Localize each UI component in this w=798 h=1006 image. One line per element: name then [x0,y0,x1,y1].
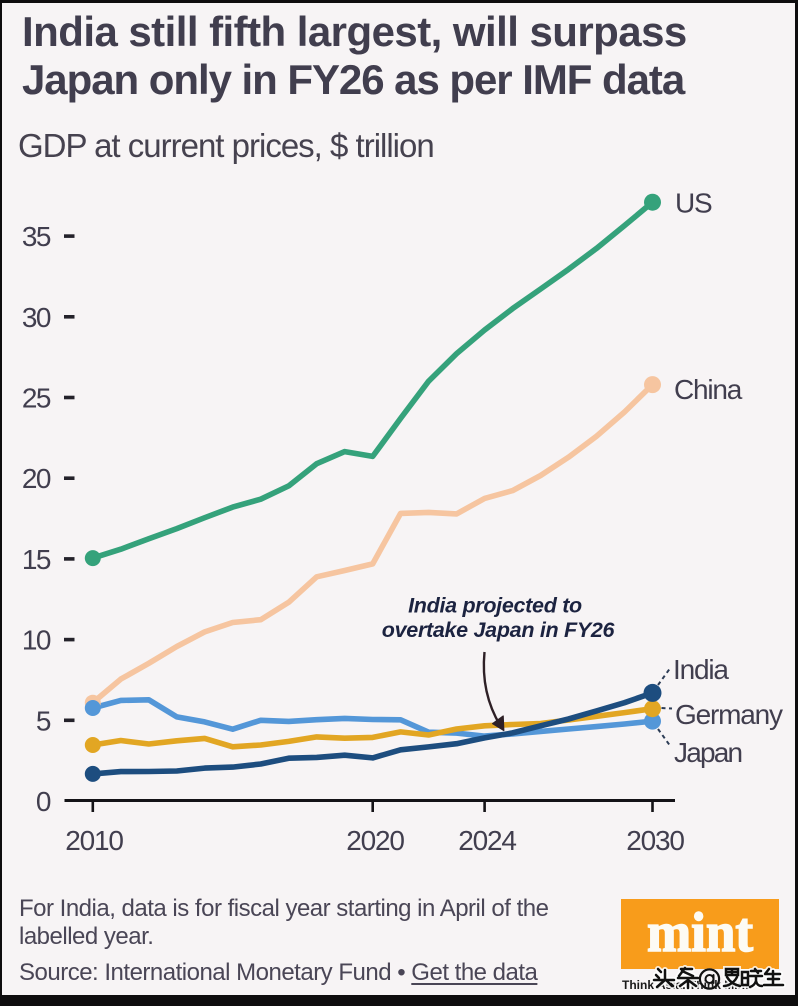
svg-text:2024: 2024 [458,825,516,856]
svg-text:0: 0 [36,786,51,817]
svg-text:overtake Japan in FY26: overtake Japan in FY26 [382,618,616,642]
svg-text:2010: 2010 [65,825,123,856]
svg-text:Germany: Germany [675,699,783,730]
svg-text:US: US [675,188,712,219]
svg-text:35: 35 [22,221,51,252]
svg-text:5: 5 [36,705,51,736]
svg-text:mint: mint [647,902,753,964]
svg-text:2020: 2020 [346,825,404,856]
svg-text:Japan: Japan [674,737,742,768]
svg-text:15: 15 [22,544,51,575]
svg-text:20: 20 [22,463,51,494]
svg-text:25: 25 [22,383,51,414]
svg-text:India: India [673,654,729,685]
svg-text:China: China [674,374,743,405]
svg-text:India projected to: India projected to [408,594,582,618]
svg-text:10: 10 [22,625,51,656]
svg-text:2030: 2030 [626,825,684,856]
svg-text:30: 30 [22,302,51,333]
